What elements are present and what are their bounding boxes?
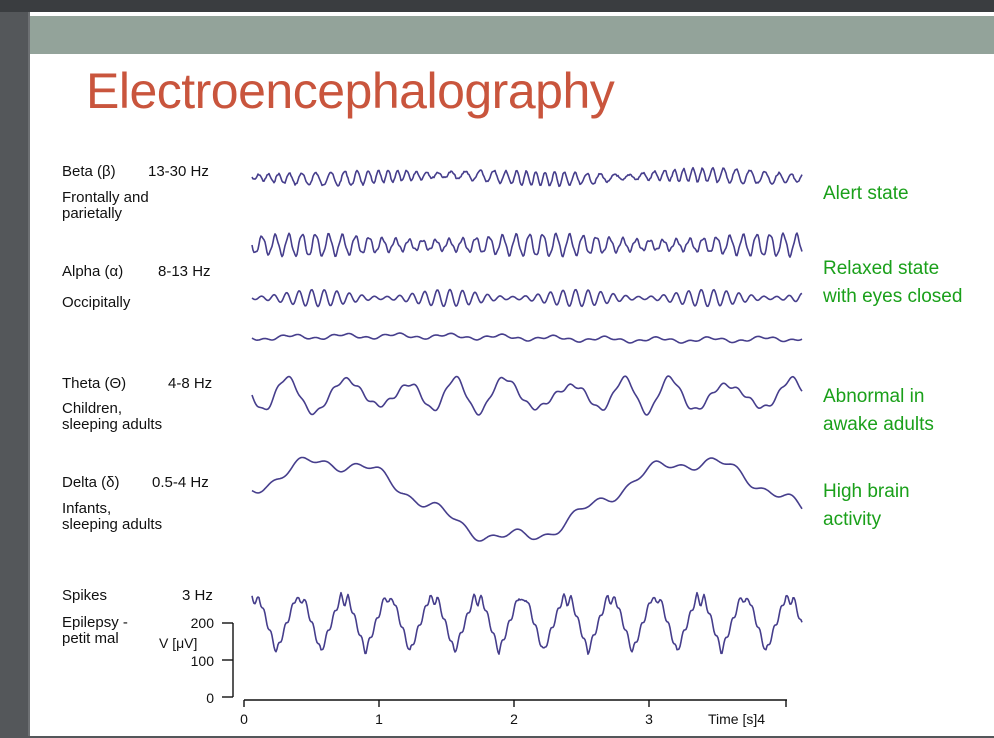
theta-state-2: awake adults xyxy=(823,414,934,435)
beta-freq: 13-30 Hz xyxy=(148,163,209,180)
delta-state-1: High brain xyxy=(823,481,910,502)
theta-location-1: Children, xyxy=(62,400,123,417)
header-band xyxy=(30,16,994,54)
trace-group xyxy=(251,166,803,655)
spikes-freq: 3 Hz xyxy=(182,587,213,604)
alpha-trace-3 xyxy=(251,332,803,344)
delta-state-2: activity xyxy=(823,509,882,530)
x-tick-label-1: 1 xyxy=(375,711,383,727)
alpha-state-1: Relaxed state xyxy=(823,258,940,279)
spikes-location-2: petit mal xyxy=(62,630,119,647)
slide-title: Electroencephalography xyxy=(86,63,615,119)
slide-page xyxy=(28,12,994,736)
y-tick-label-100: 100 xyxy=(191,653,215,669)
alpha-name: Alpha (α) xyxy=(62,263,124,280)
y-axis-label: V [μV] xyxy=(159,635,197,651)
delta-freq: 0.5-4 Hz xyxy=(152,474,209,491)
beta-location-1: Frontally and xyxy=(62,189,149,206)
window-top-edge xyxy=(0,0,994,12)
y-tick-label-200: 200 xyxy=(191,615,215,631)
y-tick-label-0: 0 xyxy=(206,690,214,706)
beta-state-1: Alert state xyxy=(823,183,909,204)
delta-location-1: Infants, xyxy=(62,500,112,517)
x-tick-label-2: 2 xyxy=(510,711,518,727)
spikes-location-1: Epilepsy - xyxy=(62,614,128,631)
theta-location-2: sleeping adults xyxy=(62,416,163,433)
theta-state-1: Abnormal in xyxy=(823,386,925,407)
theta-freq: 4-8 Hz xyxy=(168,375,213,392)
alpha-trace-1 xyxy=(251,232,803,258)
alpha-freq: 8-13 Hz xyxy=(158,263,211,280)
beta-trace xyxy=(251,166,803,188)
x-tick-label-3: 3 xyxy=(645,711,653,727)
beta-name: Beta (β) xyxy=(62,163,116,180)
x-tick-label-0: 0 xyxy=(240,711,248,727)
spikes-name: Spikes xyxy=(62,587,108,604)
alpha-location-1: Occipitally xyxy=(62,294,131,311)
alpha-state-2: with eyes closed xyxy=(823,286,963,307)
delta-name: Delta (δ) xyxy=(62,474,120,491)
theta-name: Theta (Θ) xyxy=(62,375,127,392)
spikes-trace xyxy=(251,591,803,655)
delta-location-2: sleeping adults xyxy=(62,516,163,533)
alpha-trace-2 xyxy=(251,288,803,308)
beta-location-2: parietally xyxy=(62,205,123,222)
x-axis-label: Time [s]4 xyxy=(708,711,765,727)
delta-trace xyxy=(251,456,803,542)
theta-trace xyxy=(251,375,803,416)
